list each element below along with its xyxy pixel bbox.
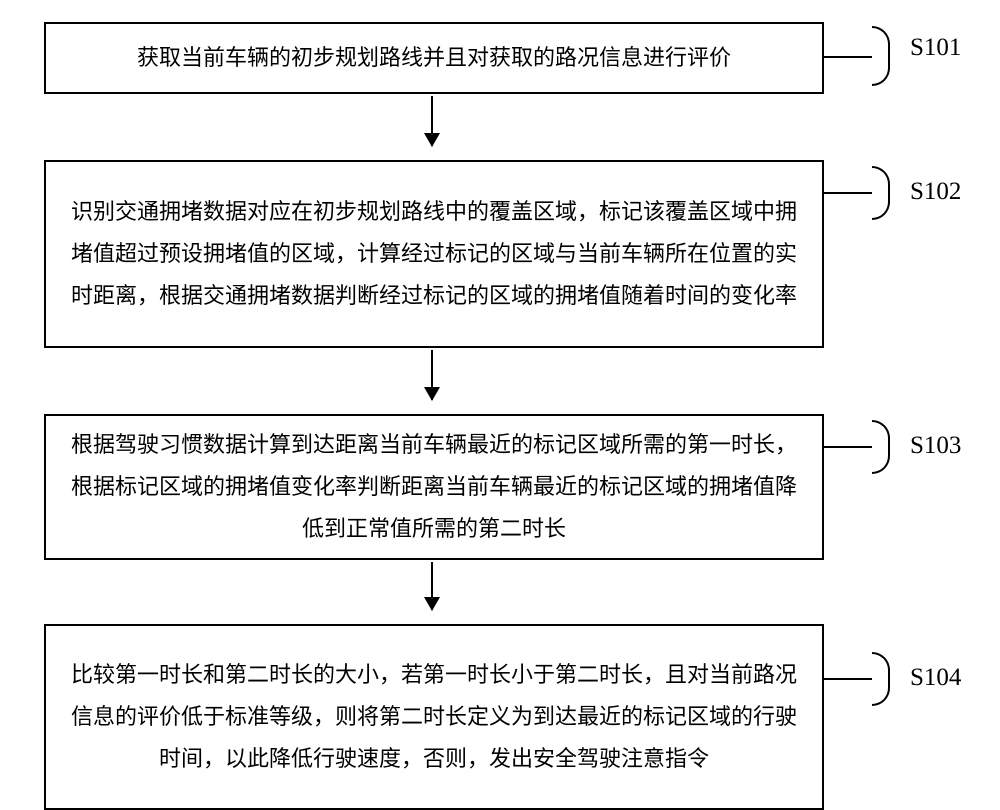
node-text: 获取当前车辆的初步规划路线并且对获取的路况信息进行评价 [66,37,802,79]
bracket-curve [872,420,890,474]
bracket-curve [872,166,890,220]
bracket-curve [872,652,890,706]
flowchart-container: 获取当前车辆的初步规划路线并且对获取的路况信息进行评价 S101 识别交通拥堵数… [0,0,1000,809]
connector-line [824,192,872,194]
flowchart-node-s104: 比较第一时长和第二时长的大小，若第一时长小于第二时长，且对当前路况信息的评价低于… [44,624,824,810]
arrow-down-icon [431,350,433,400]
step-label-s101: S101 [910,34,961,62]
step-label-s102: S102 [910,178,961,206]
step-label-s103: S103 [910,432,961,460]
step-label-s104: S104 [910,664,961,692]
arrow-down-icon [431,562,433,610]
flowchart-node-s101: 获取当前车辆的初步规划路线并且对获取的路况信息进行评价 [44,22,824,94]
node-text: 根据驾驶习惯数据计算到达距离当前车辆最近的标记区域所需的第一时长，根据标记区域的… [66,424,802,549]
bracket-curve [872,26,890,86]
arrow-down-icon [431,96,433,146]
node-text: 识别交通拥堵数据对应在初步规划路线中的覆盖区域，标记该覆盖区域中拥堵值超过预设拥… [66,191,802,316]
flowchart-node-s102: 识别交通拥堵数据对应在初步规划路线中的覆盖区域，标记该覆盖区域中拥堵值超过预设拥… [44,160,824,348]
connector-line [824,56,872,58]
connector-line [824,446,872,448]
node-text: 比较第一时长和第二时长的大小，若第一时长小于第二时长，且对当前路况信息的评价低于… [66,654,802,779]
connector-line [824,678,872,680]
flowchart-node-s103: 根据驾驶习惯数据计算到达距离当前车辆最近的标记区域所需的第一时长，根据标记区域的… [44,414,824,560]
